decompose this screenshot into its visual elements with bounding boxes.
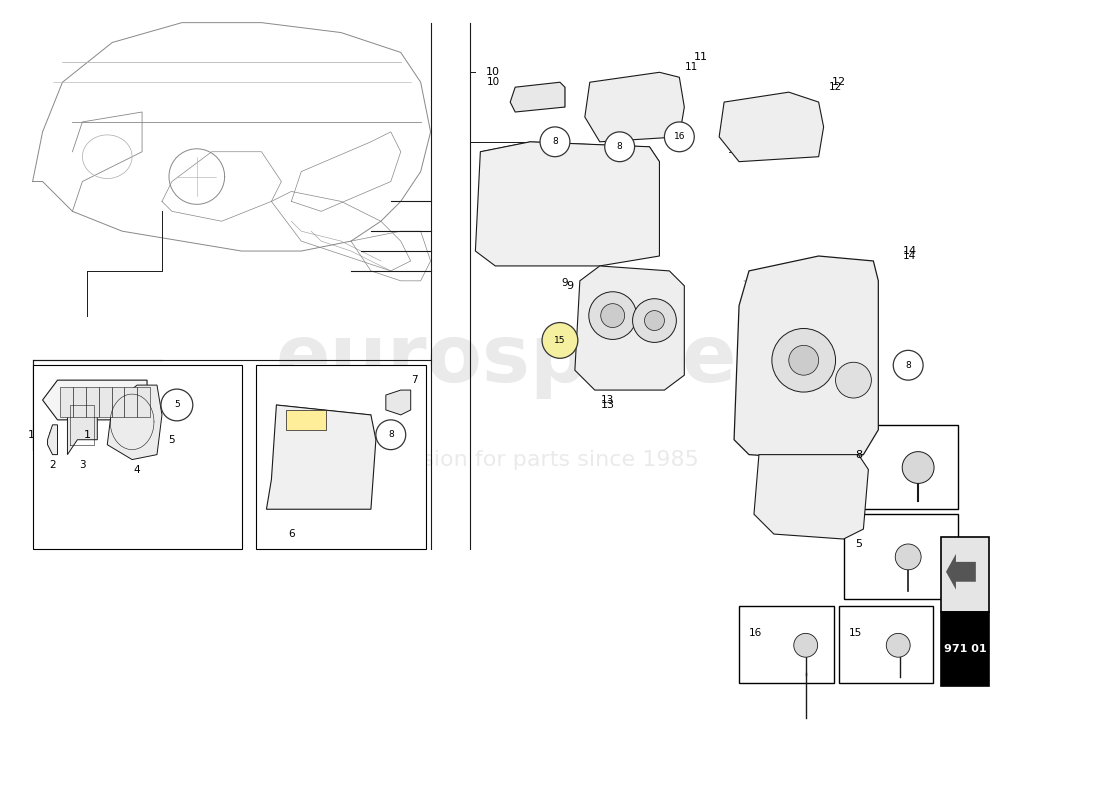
Bar <box>286 410 326 430</box>
Bar <box>739 606 834 683</box>
Bar <box>86 387 99 417</box>
Text: 8: 8 <box>552 138 558 146</box>
Bar <box>74 387 86 417</box>
Circle shape <box>836 362 871 398</box>
Bar <box>838 606 933 683</box>
Text: eurospares: eurospares <box>275 322 785 399</box>
Polygon shape <box>510 82 565 112</box>
Circle shape <box>540 127 570 157</box>
Text: 8: 8 <box>905 361 911 370</box>
Circle shape <box>161 389 192 421</box>
Text: 2: 2 <box>50 459 56 470</box>
Text: 11: 11 <box>684 62 697 72</box>
Circle shape <box>887 634 910 658</box>
Circle shape <box>794 634 817 658</box>
Polygon shape <box>946 554 976 590</box>
Text: 4: 4 <box>134 465 141 474</box>
Text: 3: 3 <box>79 459 86 470</box>
Bar <box>940 611 989 686</box>
Circle shape <box>772 329 836 392</box>
Text: 8: 8 <box>388 430 394 439</box>
Circle shape <box>895 544 921 570</box>
Text: 16: 16 <box>749 629 762 638</box>
Text: 9: 9 <box>562 278 569 288</box>
Polygon shape <box>107 385 162 459</box>
Bar <box>844 425 958 510</box>
Polygon shape <box>585 72 684 142</box>
Text: 12: 12 <box>828 82 842 92</box>
Polygon shape <box>475 142 659 266</box>
Bar <box>138 387 150 417</box>
Bar <box>844 514 958 598</box>
Polygon shape <box>47 425 57 454</box>
Circle shape <box>588 292 637 339</box>
Bar <box>33 366 242 549</box>
Bar <box>256 366 426 549</box>
Text: 7: 7 <box>410 375 417 385</box>
Text: 16: 16 <box>673 132 685 142</box>
Circle shape <box>601 304 625 327</box>
Circle shape <box>376 420 406 450</box>
Text: 13: 13 <box>601 395 614 405</box>
Text: 13: 13 <box>601 400 615 410</box>
Circle shape <box>632 298 676 342</box>
Circle shape <box>902 452 934 483</box>
Text: 11: 11 <box>694 52 708 62</box>
Circle shape <box>645 310 664 330</box>
Polygon shape <box>754 454 868 539</box>
Text: 8: 8 <box>617 142 623 151</box>
Text: 9: 9 <box>566 281 573 290</box>
Bar <box>60 387 74 417</box>
Text: 14: 14 <box>903 251 916 261</box>
Circle shape <box>664 122 694 152</box>
Text: a passion for parts since 1985: a passion for parts since 1985 <box>362 450 698 470</box>
Polygon shape <box>575 266 684 390</box>
Text: 1: 1 <box>28 430 35 440</box>
Text: 971 01: 971 01 <box>944 644 987 654</box>
Text: 8: 8 <box>856 450 862 460</box>
Text: 14: 14 <box>903 246 917 256</box>
Text: 10: 10 <box>487 78 500 87</box>
Polygon shape <box>386 390 410 415</box>
Text: 5: 5 <box>856 539 862 549</box>
Polygon shape <box>266 405 376 510</box>
Text: 6: 6 <box>288 529 295 539</box>
Text: 15: 15 <box>848 629 861 638</box>
Bar <box>111 387 124 417</box>
Bar <box>940 537 989 611</box>
Text: 12: 12 <box>832 78 846 87</box>
Polygon shape <box>67 400 97 454</box>
Bar <box>124 387 138 417</box>
Polygon shape <box>719 92 824 162</box>
Circle shape <box>893 350 923 380</box>
Circle shape <box>605 132 635 162</box>
Text: 15: 15 <box>554 336 565 345</box>
Polygon shape <box>734 256 878 459</box>
Text: 5: 5 <box>168 434 175 445</box>
Circle shape <box>542 322 578 358</box>
Circle shape <box>789 346 818 375</box>
Bar <box>99 387 112 417</box>
Text: 5: 5 <box>174 401 179 410</box>
Text: 1: 1 <box>84 430 91 440</box>
Text: 10: 10 <box>486 67 500 78</box>
Polygon shape <box>43 380 147 420</box>
